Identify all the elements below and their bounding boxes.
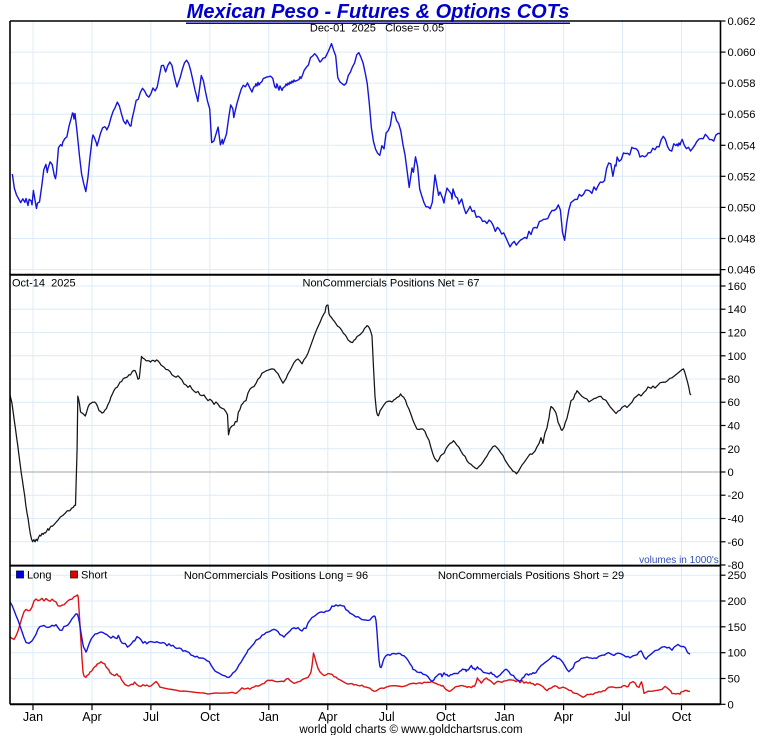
svg-text:NonCommercials Positions Net =: NonCommercials Positions Net = 67: [303, 278, 480, 290]
svg-text:150: 150: [728, 622, 747, 634]
svg-text:Oct: Oct: [436, 710, 456, 724]
svg-text:200: 200: [728, 596, 747, 608]
svg-text:120: 120: [728, 328, 747, 340]
svg-text:0.056: 0.056: [728, 109, 756, 121]
svg-text:Oct: Oct: [200, 710, 220, 724]
svg-text:0.048: 0.048: [728, 234, 756, 246]
svg-text:160: 160: [728, 281, 747, 293]
svg-text:Jul: Jul: [143, 710, 159, 724]
svg-text:-40: -40: [728, 514, 744, 526]
svg-text:100: 100: [728, 648, 747, 660]
svg-text:20: 20: [728, 444, 740, 456]
svg-text:Apr: Apr: [554, 710, 573, 724]
svg-text:Oct-14 2025: Oct-14 2025: [12, 278, 76, 290]
svg-text:60: 60: [728, 397, 740, 409]
svg-text:0.046: 0.046: [728, 265, 756, 277]
svg-text:NonCommercials Positions Short: NonCommercials Positions Short = 29: [438, 570, 624, 582]
svg-text:Jan: Jan: [23, 710, 43, 724]
svg-text:Jul: Jul: [615, 710, 631, 724]
svg-text:volumes in 1000's: volumes in 1000's: [639, 555, 719, 566]
svg-text:NonCommercials Positions Long: NonCommercials Positions Long = 96: [184, 570, 368, 582]
svg-text:Jul: Jul: [379, 710, 395, 724]
svg-text:0.054: 0.054: [728, 140, 756, 152]
svg-text:100: 100: [728, 351, 747, 363]
svg-text:50: 50: [728, 674, 740, 686]
svg-text:Jan: Jan: [259, 710, 279, 724]
svg-text:0.050: 0.050: [728, 202, 756, 214]
svg-text:Mexican Peso - Futures & Optio: Mexican Peso - Futures & Options COTs: [187, 1, 570, 23]
svg-text:Jan: Jan: [495, 710, 515, 724]
svg-text:0: 0: [728, 699, 734, 711]
svg-text:Dec-01 2025 Close= 0.05: Dec-01 2025 Close= 0.05: [310, 23, 444, 35]
svg-text:Short: Short: [81, 570, 107, 582]
svg-text:Apr: Apr: [82, 710, 101, 724]
svg-text:Oct: Oct: [672, 710, 692, 724]
svg-text:0.062: 0.062: [728, 16, 756, 28]
svg-text:Long: Long: [27, 570, 51, 582]
svg-text:250: 250: [728, 570, 747, 582]
svg-text:world gold charts © www.goldch: world gold charts © www.goldchartsrus.co…: [298, 724, 522, 735]
svg-text:Apr: Apr: [318, 710, 337, 724]
svg-text:140: 140: [728, 304, 747, 316]
svg-text:40: 40: [728, 421, 740, 433]
svg-text:-20: -20: [728, 490, 744, 502]
svg-text:-80: -80: [728, 560, 744, 572]
svg-text:0.058: 0.058: [728, 78, 756, 90]
svg-text:0.052: 0.052: [728, 171, 756, 183]
svg-text:0.060: 0.060: [728, 47, 756, 59]
svg-text:0: 0: [728, 467, 734, 479]
svg-text:80: 80: [728, 374, 740, 386]
svg-text:-60: -60: [728, 537, 744, 549]
